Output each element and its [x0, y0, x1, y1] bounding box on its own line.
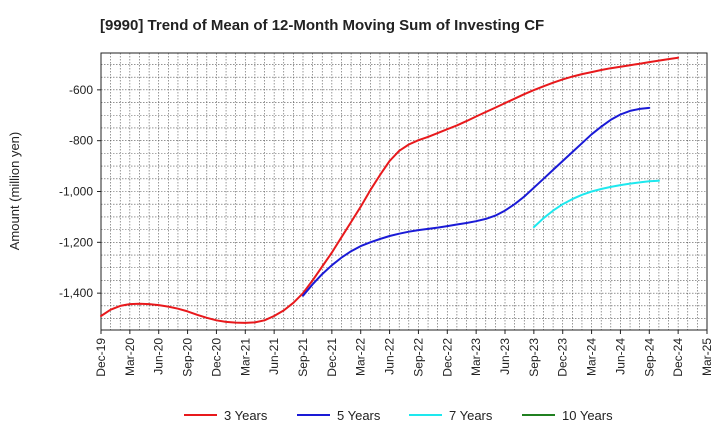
legend-label: 10 Years — [562, 408, 613, 423]
y-tick-label: -1,400 — [59, 286, 93, 300]
x-tick-label: Jun-22 — [383, 338, 397, 375]
x-tick-label: Sep-22 — [411, 338, 425, 377]
x-tick-label: Sep-23 — [527, 338, 541, 377]
y-tick-label: -800 — [69, 134, 93, 148]
x-tick-label: Mar-20 — [123, 338, 137, 376]
y-tick-label: -1,000 — [59, 185, 93, 199]
x-tick-label: Jun-21 — [267, 338, 281, 375]
legend-label: 5 Years — [337, 408, 381, 423]
y-tick-label: -600 — [69, 83, 93, 97]
x-tick-label: Mar-23 — [469, 338, 483, 376]
y-axis-label: Amount (million yen) — [7, 132, 22, 251]
chart-title: [9990] Trend of Mean of 12-Month Moving … — [100, 17, 544, 34]
x-tick-label: Mar-21 — [238, 338, 252, 376]
y-tick-label: -1,200 — [59, 235, 93, 249]
grid — [101, 53, 707, 330]
legend-label: 7 Years — [449, 408, 493, 423]
x-tick-label: Dec-19 — [94, 338, 108, 377]
legend-label: 3 Years — [224, 408, 268, 423]
series-line-5-years — [302, 106, 651, 297]
x-tick-label: Mar-25 — [700, 338, 714, 376]
x-tick-label: Jun-24 — [613, 338, 627, 375]
x-tick-label: Dec-23 — [556, 338, 570, 377]
x-tick-label: Mar-24 — [585, 338, 599, 376]
series-line-7-years — [532, 179, 660, 229]
x-tick-label: Sep-21 — [296, 338, 310, 377]
x-tick-label: Dec-21 — [325, 338, 339, 377]
x-tick-label: Jun-20 — [152, 338, 166, 375]
x-tick-label: Dec-20 — [209, 338, 223, 377]
series-line-3-years — [100, 56, 680, 324]
legend: 3 Years 5 Years 7 Years 10 Years — [184, 408, 613, 423]
y-axis: -1,400 -1,200 -1,000 -800 -600 — [59, 83, 101, 300]
x-tick-label: Sep-24 — [642, 338, 656, 377]
x-tick-label: Sep-20 — [181, 338, 195, 377]
x-tick-label: Dec-24 — [671, 338, 685, 377]
x-axis: Dec-19 Mar-20 Jun-20 Sep-20 Dec-20 Mar-21 Jun-… — [94, 330, 714, 377]
x-tick-label: Jun-23 — [498, 338, 512, 375]
x-tick-label: Mar-22 — [354, 338, 368, 376]
series-group — [100, 56, 680, 324]
x-tick-label: Dec-22 — [440, 338, 454, 377]
